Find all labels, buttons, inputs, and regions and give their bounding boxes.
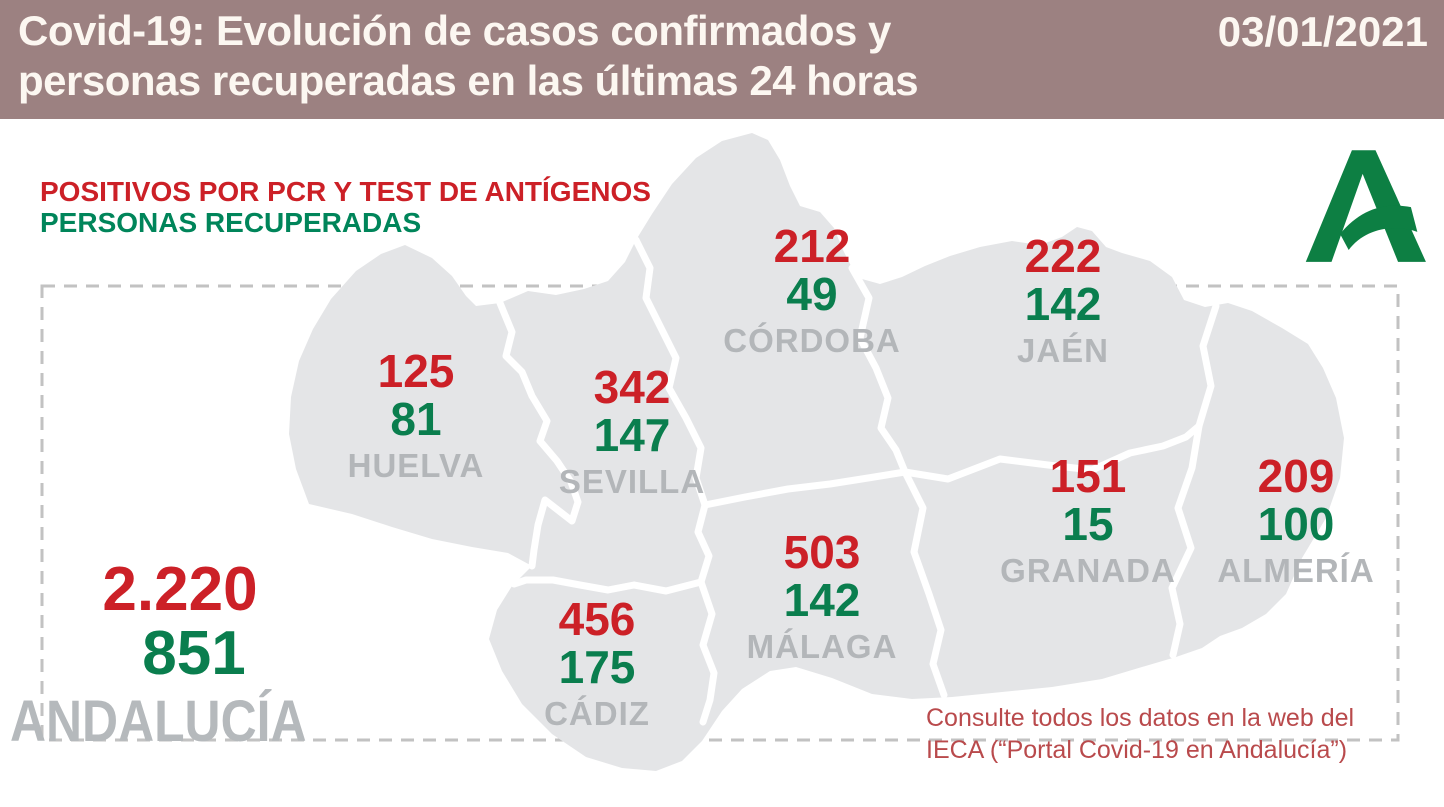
legend-positives-label: POSITIVOS POR PCR Y TEST DE ANTÍGENOS <box>40 176 651 207</box>
map-silhouette <box>289 133 1344 771</box>
legend: POSITIVOS POR PCR Y TEST DE ANTÍGENOS PE… <box>40 176 651 238</box>
granada-recovered: 15 <box>1062 498 1114 550</box>
malaga-label: MÁLAGA <box>746 628 898 665</box>
page-title: Covid-19: Evolución de casos confirmados… <box>18 6 919 106</box>
region-total: 2.220 851 <box>60 558 300 686</box>
cordoba-label: CÓRDOBA <box>723 322 901 359</box>
jaen-positives: 222 <box>1024 230 1102 282</box>
border-granada-almeria <box>1168 302 1220 659</box>
jaen-label: JAÉN <box>1016 332 1110 369</box>
province-borders <box>496 236 1220 726</box>
border-sevilla-cordoba <box>632 236 709 509</box>
border-cordoba-malaga <box>701 468 909 509</box>
border-sevilla-malaga <box>694 501 713 586</box>
malaga-recovered: 142 <box>783 574 861 626</box>
sevilla-label: SEVILLA <box>558 463 706 500</box>
junta-de-andalucia-logo-icon <box>1305 150 1426 262</box>
border-sevilla-cadiz <box>510 576 705 595</box>
sevilla-positives: 342 <box>593 361 671 413</box>
dashed-frame <box>40 284 1400 742</box>
border-huelva-sevilla <box>496 299 582 570</box>
border-malaga-granada <box>901 468 948 699</box>
border-cadiz-malaga <box>697 578 718 726</box>
almeria-label: ALMERÍA <box>1217 552 1375 589</box>
page-title-line2: personas recuperadas en las últimas 24 h… <box>18 57 919 104</box>
granada-positives: 151 <box>1049 450 1127 502</box>
footer-note-line1: Consulte todos los datos en la web del <box>926 704 1355 732</box>
jaen-recovered: 142 <box>1024 278 1102 330</box>
border-cordoba-jaen <box>848 264 909 476</box>
province-granada: 151 15 GRANADA <box>1000 452 1176 588</box>
huelva-label: HUELVA <box>347 447 485 484</box>
province-cadiz: 456 175 CÁDIZ <box>544 595 650 731</box>
border-jaen-granada <box>901 422 1203 483</box>
almeria-positives: 209 <box>1257 450 1335 502</box>
andalucia-positives: 2.220 <box>102 555 258 624</box>
province-jaen: 222 142 JAÉN <box>1017 232 1109 368</box>
report-date: 03/01/2021 <box>1217 8 1428 55</box>
malaga-positives: 503 <box>783 526 861 578</box>
page-title-line1: Covid-19: Evolución de casos confirmados… <box>18 7 891 54</box>
andalucia-recovered: 851 <box>142 619 246 688</box>
almeria-recovered: 100 <box>1257 498 1335 550</box>
province-almeria: 209 100 ALMERÍA <box>1217 452 1374 588</box>
huelva-recovered: 81 <box>390 393 442 445</box>
sevilla-recovered: 147 <box>593 409 671 461</box>
cadiz-positives: 456 <box>558 593 636 645</box>
province-sevilla: 342 147 SEVILLA <box>559 363 705 499</box>
legend-recovered-label: PERSONAS RECUPERADAS <box>40 207 422 238</box>
footer-note-line2: IECA (“Portal Covid-19 en Andalucía”) <box>926 736 1348 764</box>
province-malaga: 503 142 MÁLAGA <box>747 528 898 664</box>
province-cordoba: 212 49 CÓRDOBA <box>723 222 901 358</box>
header-bar: Covid-19: Evolución de casos confirmados… <box>0 0 1444 119</box>
granada-label: GRANADA <box>1000 552 1176 589</box>
huelva-positives: 125 <box>377 345 455 397</box>
andalucia-label: ANDALUCÍA <box>10 689 307 754</box>
cadiz-recovered: 175 <box>558 641 636 693</box>
footer-note: Consulte todos los datos en la web del I… <box>926 702 1354 766</box>
cadiz-label: CÁDIZ <box>544 695 650 732</box>
cordoba-positives: 212 <box>773 220 851 272</box>
cordoba-recovered: 49 <box>786 268 838 320</box>
province-huelva: 125 81 HUELVA <box>348 347 485 483</box>
